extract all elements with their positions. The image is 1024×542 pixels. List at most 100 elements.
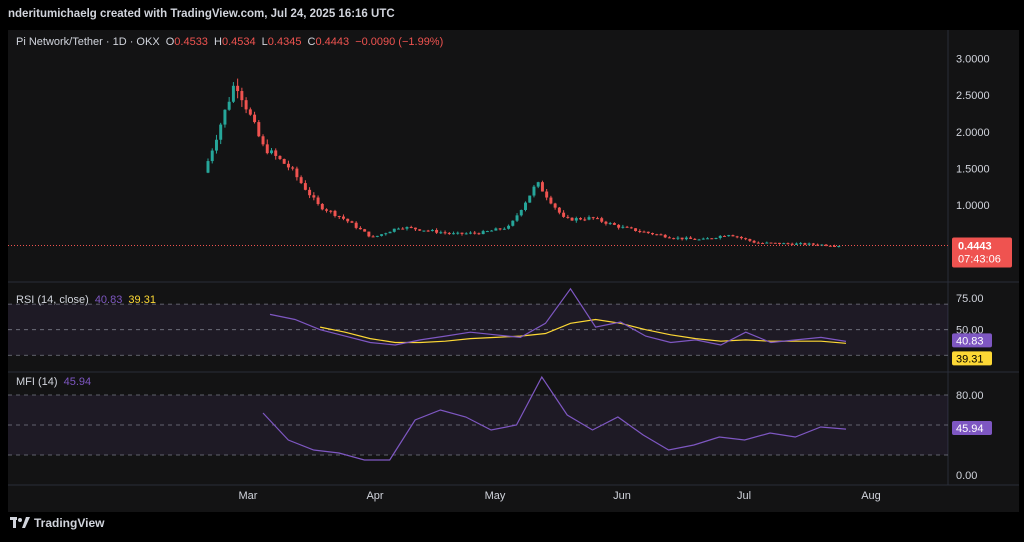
time-tick-label: May (485, 490, 506, 502)
candle-body (595, 218, 599, 220)
candle-body (625, 226, 629, 228)
candle-body (439, 232, 443, 234)
price-tick-label: 3.0000 (956, 54, 990, 66)
candle-body (545, 191, 549, 198)
price-tick-label: 2.5000 (956, 90, 990, 102)
candle-body (706, 238, 710, 240)
candle-body (739, 236, 743, 239)
chart-svg[interactable]: 3.00002.50002.00001.50001.00000.444307:4… (8, 30, 1019, 512)
candle-body (261, 136, 265, 145)
candle-body (790, 243, 794, 245)
candle-body (837, 246, 841, 248)
candle-body (498, 228, 502, 230)
candle-body (765, 242, 769, 244)
candle-body (413, 227, 417, 230)
candle-body (663, 234, 667, 238)
tradingview-logo-icon (10, 517, 30, 528)
candle-body (574, 218, 578, 221)
candle-body (773, 242, 777, 244)
candle-body (634, 228, 638, 232)
candle-body (752, 240, 756, 243)
candle-body (731, 235, 735, 237)
candle-body (799, 243, 803, 245)
candle-body (333, 210, 337, 216)
candle-body (299, 177, 303, 184)
candle-body (528, 195, 532, 203)
candle-body (452, 233, 456, 235)
candles-group (206, 78, 841, 248)
mfi-value-tag (952, 421, 992, 436)
low-value: 0.4345 (267, 36, 302, 48)
candle-body (714, 238, 718, 240)
candle-body (405, 227, 409, 229)
candle-body (435, 229, 439, 233)
candle-body (591, 217, 595, 219)
candle-body (418, 229, 422, 231)
candle-body (524, 202, 527, 210)
candle-body (291, 167, 295, 169)
candle-body (253, 114, 257, 123)
last-price-value: 0.4443 (958, 241, 992, 253)
candle-body (388, 231, 392, 234)
price-tick-label: 1.5000 (956, 163, 990, 175)
high-value: 0.4534 (221, 36, 256, 48)
candle-body (308, 189, 312, 196)
candle-body (612, 223, 616, 225)
candle-body (718, 235, 722, 239)
candle-body (460, 232, 464, 234)
chart-area[interactable]: 3.0000 2.5000 2.0000 1.5000 1.0000 0.4443 07:4… (8, 30, 1019, 512)
candle-body (642, 231, 646, 233)
low-label: L (261, 36, 268, 48)
candle-body (553, 203, 557, 208)
rsi-ma-tag (952, 351, 992, 366)
candle-body (282, 158, 286, 164)
candle-body (502, 228, 506, 230)
candle-body (562, 212, 566, 217)
candle-body (722, 235, 726, 237)
candle-body (697, 239, 701, 241)
candle-body (608, 223, 612, 225)
candle-body (532, 186, 536, 196)
candle-body (646, 231, 650, 234)
time-tick-label: Aug (861, 490, 881, 502)
candle-body (231, 85, 235, 102)
mfi-value: 45.94 (63, 376, 92, 388)
candle-body (507, 225, 511, 229)
tradingview-logo: TradingView (10, 516, 104, 530)
candle-body (701, 238, 705, 240)
candle-body (756, 242, 760, 244)
candle-body (397, 228, 400, 230)
mfi-band-fill (8, 395, 948, 455)
mfi-tick-label: 80.00 (956, 390, 984, 402)
candle-body (540, 182, 544, 192)
candle-body (651, 233, 654, 235)
rsi-legend: RSI (14, close) 40.83 39.31 (16, 294, 159, 306)
candle-body (604, 221, 608, 224)
candle-body (473, 232, 477, 234)
candle-body (748, 239, 752, 241)
rsi-line (269, 287, 847, 346)
candle-body (621, 226, 625, 228)
candle-body (401, 228, 405, 230)
candle-body (286, 163, 290, 168)
candle-body (303, 183, 307, 190)
time-tick-label: Apr (366, 490, 383, 502)
rsi-value-tag-text: 40.83 (956, 335, 984, 347)
candle-body (811, 243, 815, 245)
candle-body (824, 244, 828, 246)
mfi-legend: MFI (14) 45.94 (16, 376, 94, 388)
candle-body (384, 233, 388, 235)
candle-body (816, 244, 820, 246)
candle-body (549, 197, 553, 204)
candle-body (617, 224, 621, 228)
candle-body (600, 218, 604, 222)
candle-body (477, 233, 481, 235)
candle-body (744, 238, 748, 240)
candle-body (655, 234, 659, 236)
tradingview-logo-text: TradingView (34, 516, 105, 530)
candle-body (227, 101, 231, 110)
candle-body (346, 218, 350, 222)
candle-body (769, 242, 773, 244)
last-price-tag (952, 237, 1012, 268)
candle-body (557, 207, 561, 213)
